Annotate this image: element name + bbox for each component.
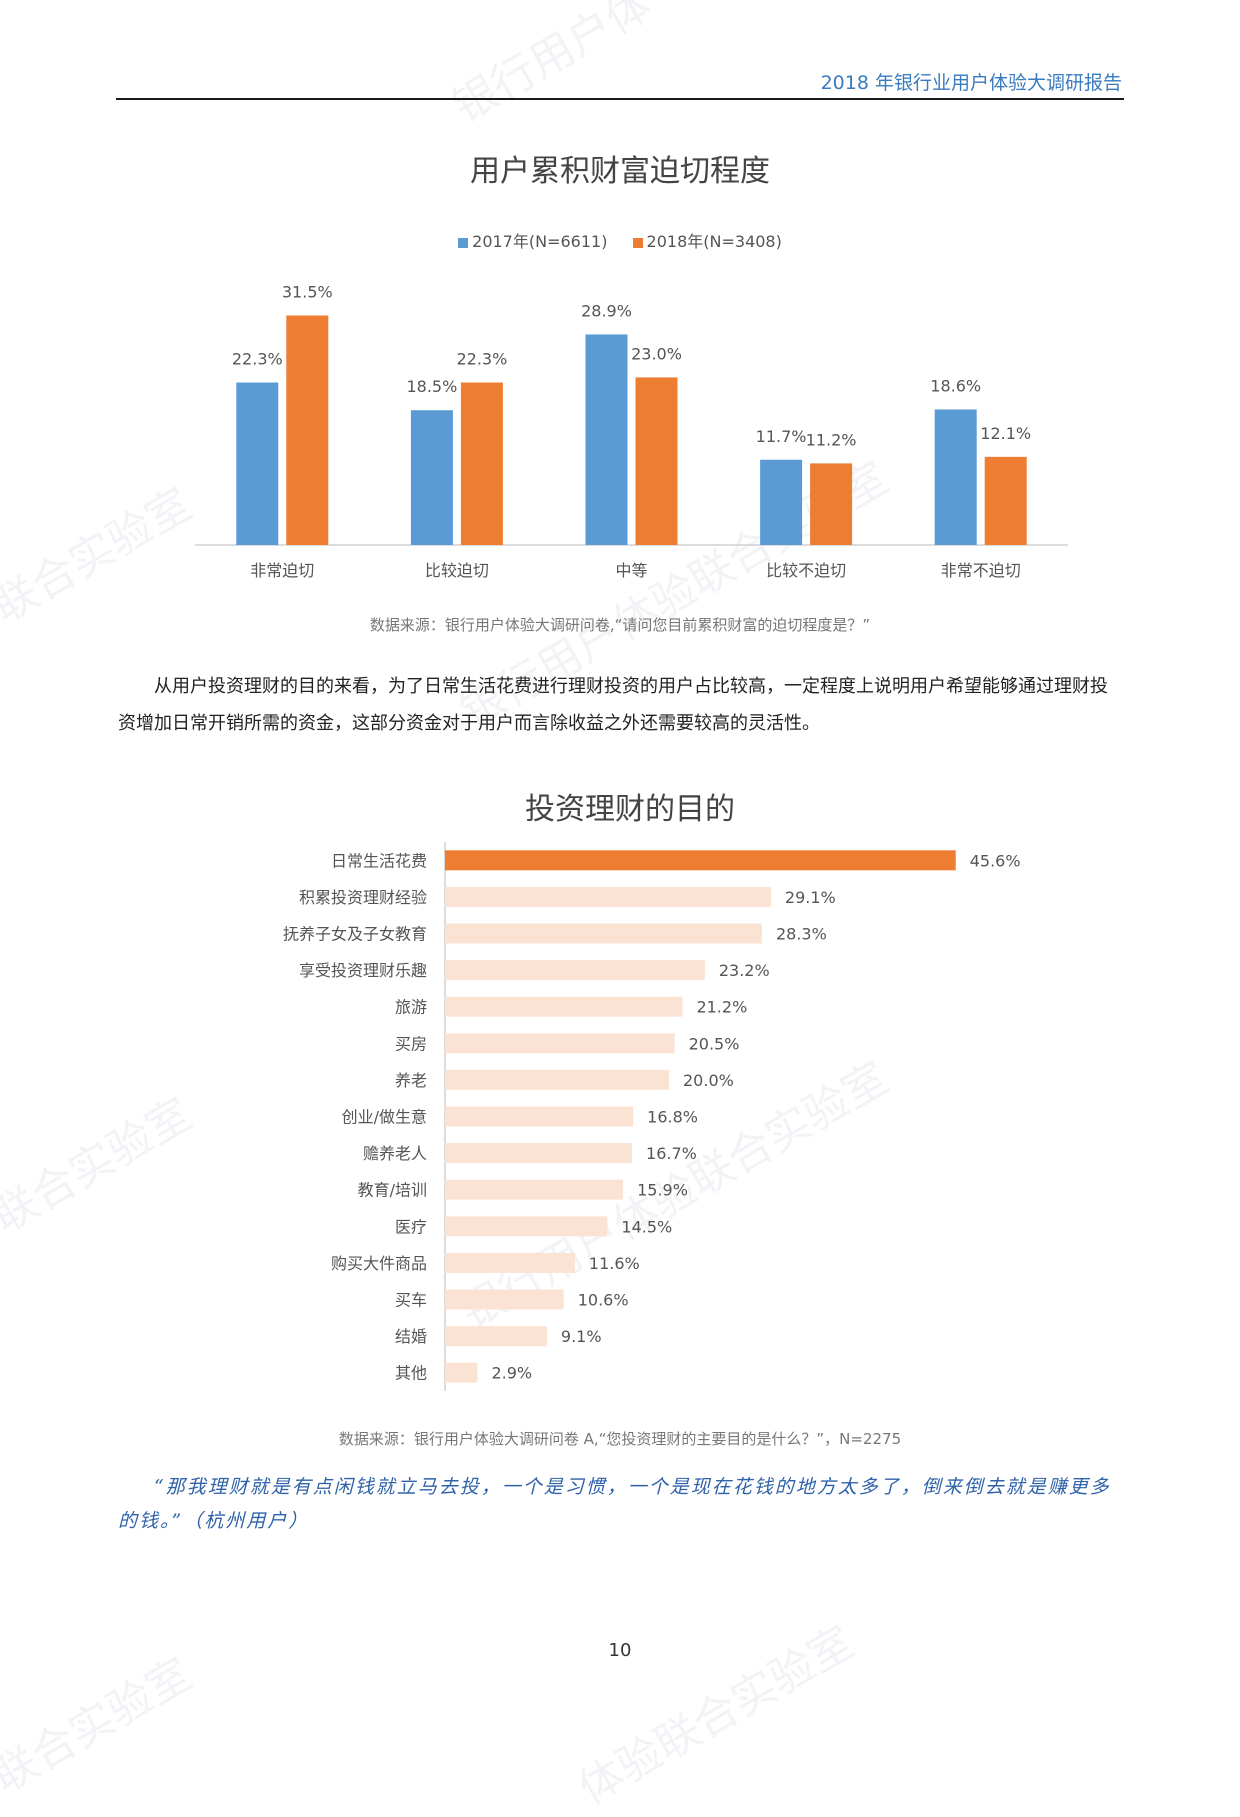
x-tick-label: 非常不迫切 (941, 561, 1021, 580)
data-label: 23.2% (719, 961, 770, 980)
bar (445, 1033, 675, 1054)
chart2-svg: 45.6% 日常生活花费 29.1% 积累投资理财经验 28.3% 抚养子女及子女教育 23… (283, 842, 1021, 1391)
data-label: 29.1% (785, 888, 836, 907)
bar-2018 (635, 377, 678, 545)
data-label: 20.5% (689, 1034, 740, 1053)
bar-2017 (410, 410, 453, 545)
chart1-source: 数据来源：银行用户体验大调研问卷,“请问您目前累积财富的迫切程度是？” (369, 616, 871, 634)
y-tick-label: 抚养子女及子女教育 (283, 925, 427, 944)
data-label: 45.6% (970, 851, 1021, 870)
legend-item-2018: 2018年(N=3408) (632, 228, 782, 252)
x-tick-label: 中等 (615, 561, 647, 580)
data-label: 16.8% (647, 1108, 698, 1127)
data-label: 2.9% (491, 1364, 532, 1383)
legend-swatch-2017 (458, 237, 469, 248)
x-tick-label: 非常迫切 (250, 561, 314, 580)
bar-2018 (286, 315, 329, 545)
bar (445, 1143, 633, 1164)
bar (445, 1252, 575, 1273)
bar (445, 1179, 624, 1200)
data-label: 15.9% (637, 1181, 688, 1200)
data-label: 18.6% (930, 376, 981, 395)
y-tick-label: 结婚 (395, 1327, 427, 1346)
x-tick-label: 比较不迫切 (766, 561, 846, 580)
data-label: 11.7% (756, 427, 807, 446)
data-label: 28.3% (776, 925, 827, 944)
bar (445, 850, 956, 871)
y-tick-label: 其他 (395, 1364, 427, 1383)
bar (445, 1362, 478, 1383)
data-label: 20.0% (683, 1071, 734, 1090)
chart1-svg: 22.3% 31.5% 非常迫切 18.5% 22.3% 比较迫切 28.9% 23.0% 中等… (195, 283, 1068, 580)
bar (445, 960, 705, 981)
data-label: 22.3% (232, 350, 283, 369)
y-tick-label: 旅游 (395, 998, 427, 1017)
header-title: 2018 年银行业用户体验大调研报告 (820, 72, 1122, 94)
data-label: 23.0% (631, 344, 682, 363)
data-label: 22.3% (456, 350, 507, 369)
x-tick-label: 比较迫切 (425, 561, 489, 580)
user-quote: “那我理财就是有点闲钱就立马去投，一个是习惯，一个是现在花钱的地方太多了，倒来倒… (118, 1476, 1111, 1532)
bar-2017 (585, 334, 628, 545)
bar (445, 1069, 669, 1090)
y-tick-label: 买房 (395, 1034, 427, 1053)
chart2-source: 数据来源：银行用户体验大调研问卷 A,“您投资理财的主要目的是什么？”，N=22… (338, 1430, 902, 1448)
legend-item-2017: 2017年(N=6611) (458, 228, 607, 252)
bar-2017 (236, 382, 279, 545)
data-label: 16.7% (646, 1144, 697, 1163)
bar (445, 996, 683, 1017)
bar (445, 923, 762, 944)
chart1-legend: 2017年(N=6611) 2018年(N=3408) (0, 228, 1240, 252)
legend-swatch-2018 (632, 237, 643, 248)
y-tick-label: 创业/做生意 (342, 1108, 427, 1127)
watermark: 联合实验室 (0, 1648, 201, 1803)
bar-2018 (460, 382, 503, 545)
data-label: 21.2% (696, 998, 747, 1017)
bar (445, 1326, 547, 1347)
bar-2018 (984, 456, 1027, 545)
y-tick-label: 积累投资理财经验 (299, 888, 427, 907)
y-tick-label: 医疗 (395, 1217, 427, 1236)
bar (445, 1106, 634, 1127)
body-paragraph: 从用户投资理财的目的来看，为了日常生活花费进行理财投资的用户占比较高，一定程度上… (118, 676, 1108, 734)
bar (445, 1289, 564, 1310)
data-label: 10.6% (578, 1291, 629, 1310)
legend-label-2018: 2018年(N=3408) (646, 232, 782, 251)
watermark: 体验联合实验室 (570, 1616, 863, 1815)
data-label: 11.6% (589, 1254, 640, 1273)
data-label: 9.1% (561, 1327, 602, 1346)
bar-2017 (760, 459, 803, 545)
bar (445, 1216, 608, 1237)
y-tick-label: 买车 (395, 1291, 427, 1310)
y-tick-label: 享受投资理财乐趣 (299, 961, 427, 980)
data-label: 14.5% (621, 1217, 672, 1236)
y-tick-label: 教育/培训 (358, 1181, 427, 1200)
data-label: 11.2% (806, 430, 857, 449)
chart1-title: 用户累积财富迫切程度 (470, 154, 770, 189)
legend-label-2017: 2017年(N=6611) (472, 232, 608, 251)
watermark: 银行用户体 (444, 0, 661, 133)
data-label: 28.9% (581, 301, 632, 320)
page-number: 10 (608, 1640, 632, 1661)
bar (445, 886, 771, 907)
y-tick-label: 养老 (395, 1071, 427, 1090)
bar-2018 (810, 463, 853, 545)
bar-2017 (934, 409, 977, 545)
data-label: 18.5% (406, 377, 457, 396)
data-label: 31.5% (282, 283, 333, 302)
y-tick-label: 日常生活花费 (331, 851, 427, 870)
header-divider (116, 98, 1124, 100)
y-tick-label: 赡养老人 (363, 1144, 427, 1163)
chart2-title: 投资理财的目的 (525, 792, 735, 827)
y-tick-label: 购买大件商品 (331, 1254, 427, 1273)
data-label: 12.1% (980, 424, 1031, 443)
